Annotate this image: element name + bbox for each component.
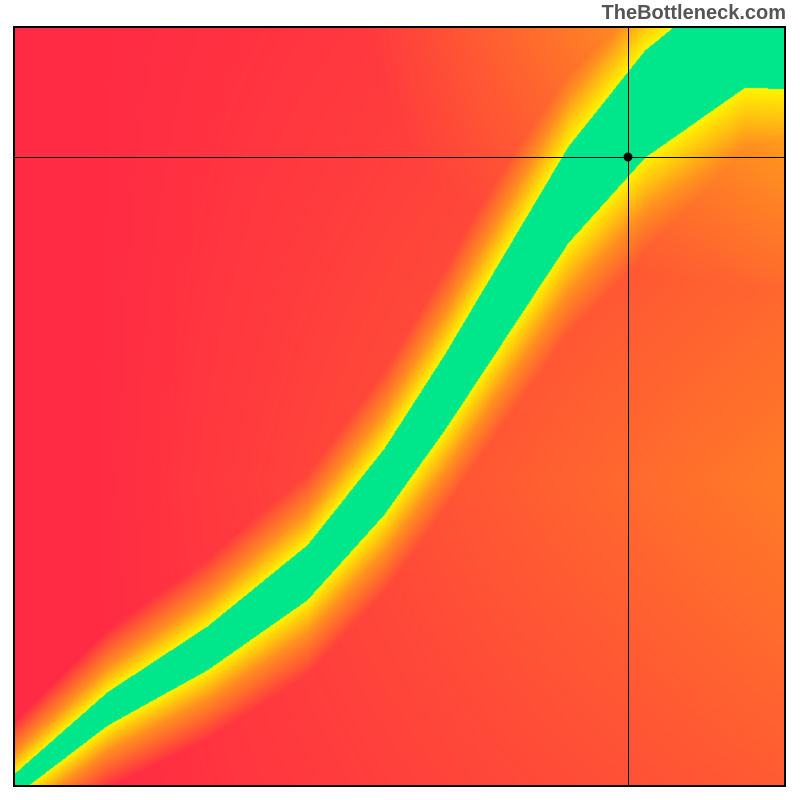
crosshair-horizontal <box>15 157 784 158</box>
heatmap-plot <box>13 26 786 787</box>
crosshair-vertical <box>628 28 629 785</box>
heatmap-canvas <box>15 28 784 785</box>
watermark-text: TheBottleneck.com <box>602 2 786 25</box>
marker-dot <box>623 153 632 162</box>
chart-container: TheBottleneck.com <box>0 0 800 800</box>
